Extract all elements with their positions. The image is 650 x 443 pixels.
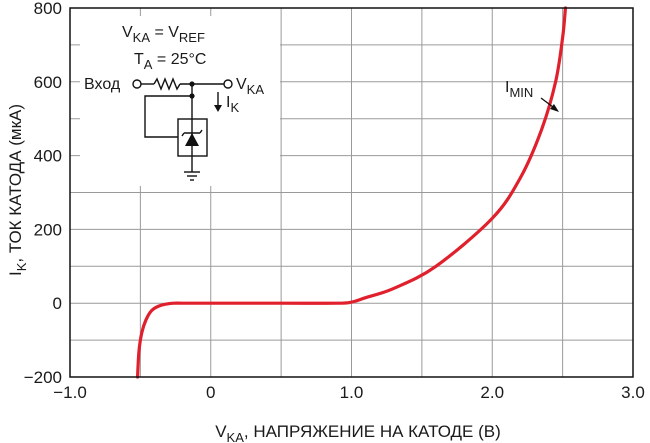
- y-tick-label: 800: [34, 0, 62, 18]
- y-tick-label: 400: [34, 147, 62, 166]
- inset-input-label: Вход: [84, 76, 121, 93]
- x-tick-label: −1.0: [53, 383, 87, 402]
- current-arrow-head: [214, 105, 222, 112]
- annotation-imin: IMIN: [505, 79, 559, 112]
- inset-circuit: VKA = VREF TA = 25°C Вход VKA IK: [80, 16, 280, 186]
- x-axis-title: VKA, НАПРЯЖЕНИЕ НА КАТОДЕ (В): [215, 422, 501, 443]
- y-axis-title: IK, ТОК КАТОДА (мкА): [6, 104, 29, 276]
- y-tick-label: 200: [34, 220, 62, 239]
- x-tick-label: 3.0: [621, 383, 645, 402]
- inset-current-label: IK: [226, 94, 239, 115]
- y-tick-label: 600: [34, 73, 62, 92]
- x-tick-label: 1.0: [340, 383, 364, 402]
- resistor-symbol: [153, 77, 181, 91]
- output-terminal: [223, 79, 233, 89]
- wire-ref-loop: [144, 95, 192, 138]
- reference-diode-symbol: [185, 133, 199, 146]
- inset-condition-vka: VKA = VREF: [122, 24, 205, 45]
- annotation-imin-arrowhead: [550, 104, 559, 112]
- y-tick-labels: −200 0 200 400 600 800: [24, 0, 62, 387]
- x-tick-labels: −1.0 0 1.0 2.0 3.0: [53, 383, 645, 402]
- reference-cathode-bar: [181, 129, 203, 137]
- inset-condition-ta: TA = 25°C: [134, 51, 206, 72]
- x-tick-label: 0: [206, 383, 215, 402]
- x-tick-label: 2.0: [480, 383, 504, 402]
- y-tick-label: −200: [24, 368, 62, 387]
- series-line: [135, 6, 568, 379]
- annotation-imin-label: IMIN: [505, 79, 533, 100]
- inset-output-label: VKA: [236, 76, 264, 97]
- y-tick-label: 0: [53, 294, 62, 313]
- plot-frame: [69, 7, 634, 378]
- inset-background: [80, 16, 280, 186]
- input-terminal: [132, 79, 142, 89]
